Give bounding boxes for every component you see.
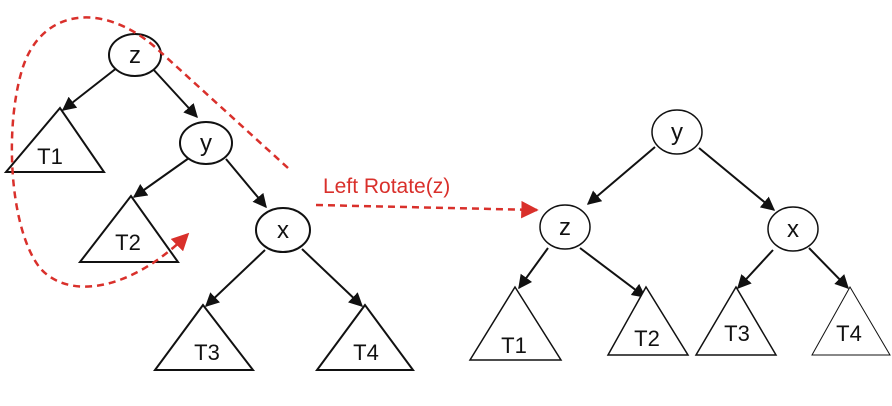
edge-y-to-x [225,158,267,209]
left-node-x-label: x [277,217,289,244]
right-node-x: x [767,206,819,252]
left-subtree-t2: T2 [77,194,180,263]
rotation-arrow [315,200,539,219]
edge-z-to-t1 [61,66,119,111]
left-node-y: y [179,121,233,165]
edge-x-to-t3-right [737,249,774,290]
right-node-x-label: x [787,216,799,243]
right-node-z: z [539,204,591,250]
left-node-z: z [108,33,162,77]
red-dashed-loop [10,16,289,288]
left-subtree-t1-label: T1 [37,144,63,169]
left-subtree-t3: T3 [153,303,256,371]
right-subtree-t2: T2 [606,285,690,356]
right-node-y-label: y [671,119,683,146]
left-subtree-t1: T1 [3,106,106,173]
left-rotate-label: Left Rotate(z) [323,175,450,198]
left-node-y-label: y [200,130,212,157]
left-tree: z y x T1 T2 T3 T4 [3,33,415,371]
edge-y-to-z [586,146,656,205]
right-subtree-t4-label: T4 [836,321,862,346]
right-tree: y z x T1 T2 T3 T4 [468,109,891,361]
right-subtree-t3-label: T3 [724,321,750,346]
left-subtree-t2-label: T2 [115,230,141,255]
edge-z-to-t2-right [579,247,647,298]
edge-x-to-t4 [301,248,364,307]
right-subtree-t2-label: T2 [634,326,660,351]
rotation-annotation: Left Rotate(z) [10,16,539,288]
right-node-z-label: z [559,214,571,241]
right-subtree-t3: T3 [694,285,778,356]
right-subtree-t1: T1 [468,285,563,361]
right-subtree-t4: T4 [811,285,891,356]
left-subtree-t4-label: T4 [353,340,379,365]
edge-z-to-y [151,67,198,119]
edge-y-to-x-right [698,147,776,211]
edge-z-to-t1-right [518,247,549,290]
left-node-z-label: z [129,42,141,69]
edge-x-to-t4-right [808,247,849,290]
left-subtree-t4: T4 [315,303,415,371]
right-node-y: y [651,109,703,155]
left-node-x: x [255,207,311,253]
right-subtree-t1-label: T1 [501,333,527,358]
edge-x-to-t3 [204,249,266,307]
left-subtree-t3-label: T3 [194,340,220,365]
edge-y-to-t2 [132,157,190,198]
